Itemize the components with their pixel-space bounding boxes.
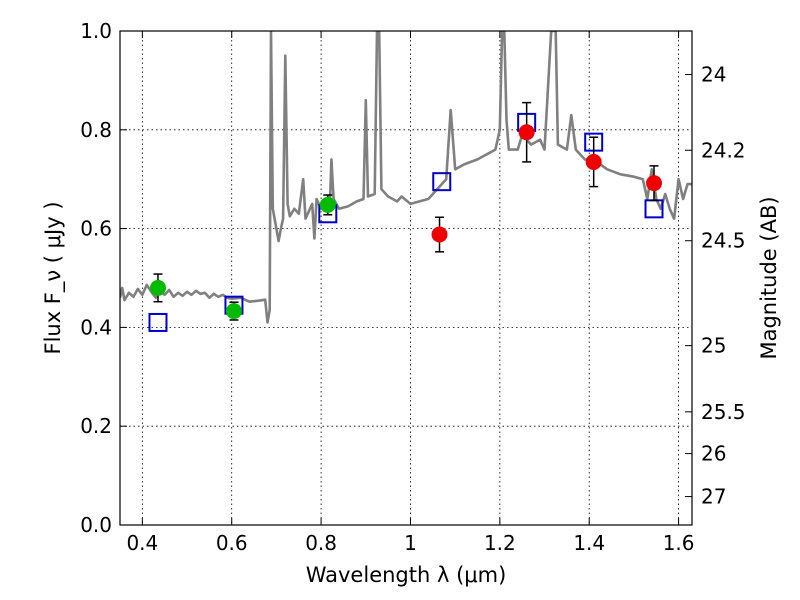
plot-frame bbox=[119, 30, 693, 526]
grid-lines bbox=[120, 31, 692, 525]
model-spectrum-layer bbox=[120, 31, 692, 324]
x-tick-label: 0.8 bbox=[305, 531, 337, 555]
y-axis-label: Flux F_ν ( μJy ) bbox=[41, 201, 66, 354]
optical-data-point bbox=[149, 279, 166, 296]
y2-tick-label: 24 bbox=[701, 62, 726, 86]
right-y-axis-label: Magnitude (AB) bbox=[757, 196, 781, 359]
x-tick-label: 1 bbox=[404, 531, 417, 555]
model-photometry-square bbox=[148, 312, 168, 332]
y-tick-label: 0.8 bbox=[80, 118, 112, 142]
y2-tick-label: 26 bbox=[701, 442, 726, 466]
nir-data-point bbox=[518, 124, 535, 141]
y-tick-label: 0.0 bbox=[80, 513, 112, 537]
x-tick-label: 0.4 bbox=[126, 531, 158, 555]
y2-tick-label: 25 bbox=[701, 334, 726, 358]
nir-data-point bbox=[646, 175, 663, 192]
y2-tick-label: 24.5 bbox=[701, 229, 746, 253]
y-tick-label: 0.6 bbox=[80, 217, 112, 241]
model-photometry-square bbox=[432, 172, 452, 192]
y2-tick-label: 25.5 bbox=[701, 400, 746, 424]
model-spectrum-line bbox=[120, 31, 692, 324]
x-tick-label: 1.2 bbox=[484, 531, 516, 555]
x-tick-label: 1.4 bbox=[573, 531, 605, 555]
y-tick-label: 1.0 bbox=[80, 19, 112, 43]
optical-data-point bbox=[319, 196, 336, 213]
observed-points-layer bbox=[149, 101, 663, 321]
x-tick-label: 0.6 bbox=[216, 531, 248, 555]
y-tick-label: 0.4 bbox=[80, 315, 112, 339]
y2-tick-label: 24.2 bbox=[701, 138, 746, 162]
y2-tick-label: 27 bbox=[701, 485, 726, 509]
optical-data-point bbox=[225, 303, 242, 320]
x-tick-label: 1.6 bbox=[663, 531, 695, 555]
nir-data-point bbox=[431, 226, 448, 243]
y-tick-label: 0.2 bbox=[80, 414, 112, 438]
x-axis-label: Wavelength λ (μm) bbox=[306, 563, 507, 587]
model-photometry-layer bbox=[148, 112, 664, 332]
nir-data-point bbox=[585, 153, 602, 170]
axis-ticks: 0.4 0.6 0.8 1 1.2 1.4 1.6 0.0 0.2 0.4 0.6 0.8 1.0 24 2… bbox=[80, 19, 745, 555]
